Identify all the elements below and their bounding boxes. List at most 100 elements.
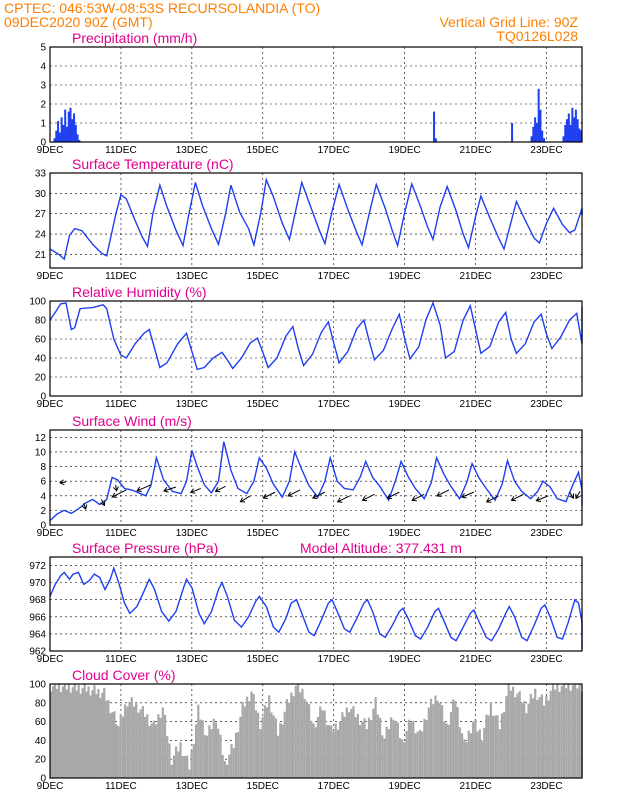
cloud-cover-bar bbox=[434, 695, 437, 778]
cloud-cover-bar bbox=[221, 754, 224, 778]
surface-wind-xtick-label: 9DEC bbox=[37, 528, 64, 539]
cloud-cover-bar bbox=[540, 694, 543, 778]
cloud-cover-bar bbox=[536, 699, 539, 778]
wind-vector bbox=[361, 493, 375, 502]
cloud-cover-bar bbox=[480, 741, 484, 778]
precipitation-bar bbox=[57, 121, 60, 142]
cloud-cover-ytick-label: 40 bbox=[35, 736, 47, 747]
surface-wind-xtick-label: 19DEC bbox=[389, 528, 421, 539]
surface-temperature-series-line bbox=[49, 177, 583, 261]
cloud-cover-bar bbox=[412, 720, 415, 778]
cloud-cover-bar bbox=[511, 686, 515, 778]
precipitation-bar bbox=[434, 138, 437, 142]
surface-wind-ytick-label: 0 bbox=[40, 521, 46, 532]
cloud-cover-bar bbox=[130, 697, 133, 778]
cloud-cover-bar bbox=[556, 684, 559, 778]
panel-surface-wind: Surface Wind (m/s) 9DEC 11DEC 13DEC 15DEC 17D… bbox=[35, 413, 583, 539]
precipitation-xtick-label: 23DEC bbox=[530, 145, 562, 156]
relative-humidity-ytick-label: 60 bbox=[35, 335, 47, 346]
surface-temperature-ytick-label: 33 bbox=[35, 169, 47, 180]
cloud-cover-bar bbox=[443, 721, 446, 778]
cloud-cover-bar bbox=[252, 693, 255, 778]
cloud-cover-bar bbox=[534, 688, 537, 778]
cloud-cover-bar bbox=[303, 699, 306, 778]
surface-temperature-xtick-label: 13DEC bbox=[176, 271, 208, 282]
relative-humidity-frame bbox=[49, 300, 583, 397]
header-line-1: CPTEC: 046:53W-08:53S RECURSOLANDIA (TO) bbox=[4, 0, 320, 16]
cloud-cover-bar bbox=[485, 714, 488, 778]
cloud-cover-bar bbox=[312, 723, 315, 778]
cloud-cover-bar bbox=[121, 716, 125, 778]
cloud-cover-bar bbox=[483, 727, 486, 778]
surface-pressure-ytick-label: 972 bbox=[29, 561, 46, 572]
relative-humidity-xtick-label: 11DEC bbox=[105, 399, 137, 410]
cloud-cover-bar bbox=[545, 695, 548, 778]
surface-temperature-frame bbox=[49, 172, 583, 269]
cloud-cover-bar bbox=[126, 706, 129, 778]
cloud-cover-bar bbox=[192, 744, 195, 778]
surface-temperature-xtick-label: 21DEC bbox=[459, 271, 491, 282]
cloud-cover-bar bbox=[148, 725, 151, 778]
wind-vector bbox=[312, 491, 326, 500]
cloud-cover-bar bbox=[69, 692, 72, 778]
cloud-cover-bar bbox=[274, 718, 277, 778]
cloud-cover-bar bbox=[365, 729, 368, 778]
surface-temperature-ytick-label: 24 bbox=[35, 230, 47, 241]
panel-cloud-cover: Cloud Cover (%) 9DEC 11DEC 13DEC 15DEC 17DEC 1… bbox=[29, 667, 583, 792]
cloud-cover-bar bbox=[111, 712, 114, 778]
wind-vector bbox=[163, 486, 177, 493]
cloud-cover-bar bbox=[343, 716, 346, 778]
cloud-cover-xtick-label: 19DEC bbox=[389, 781, 421, 792]
wind-vector bbox=[510, 493, 524, 502]
cloud-cover-bar bbox=[75, 690, 78, 778]
wind-vector bbox=[59, 479, 67, 486]
cloud-cover-bar bbox=[95, 694, 98, 778]
surface-pressure-xtick-label: 21DEC bbox=[459, 654, 491, 665]
cloud-cover-bar bbox=[458, 727, 461, 778]
cloud-cover-bar bbox=[505, 695, 508, 778]
cloud-cover-bar bbox=[472, 721, 475, 778]
cloud-cover-bar bbox=[230, 744, 233, 778]
cloud-cover-bar bbox=[55, 689, 59, 778]
precipitation-bar bbox=[541, 130, 544, 142]
cloud-cover-bar bbox=[234, 732, 238, 778]
cloud-cover-bar bbox=[523, 701, 526, 778]
cloud-cover-bar bbox=[339, 721, 342, 778]
precipitation-bar bbox=[535, 123, 538, 142]
cloud-cover-bar bbox=[241, 701, 244, 778]
cloud-cover-bar bbox=[423, 718, 426, 778]
cloud-cover-bar bbox=[161, 707, 164, 778]
precipitation-ytick-label: 0 bbox=[40, 138, 46, 149]
relative-humidity-xtick-label: 13DEC bbox=[176, 399, 208, 410]
cloud-cover-bar bbox=[217, 728, 220, 778]
surface-temperature-xtick-label: 9DEC bbox=[37, 271, 64, 282]
relative-humidity-series-line bbox=[49, 300, 583, 371]
cloud-cover-bar bbox=[456, 707, 459, 778]
cloud-cover-bar bbox=[197, 704, 200, 778]
cloud-cover-bar bbox=[245, 696, 249, 778]
cloud-cover-bar bbox=[119, 714, 122, 778]
cloud-cover-bar bbox=[421, 731, 424, 778]
precipitation-bar bbox=[573, 117, 576, 142]
surface-pressure-ytick-label: 968 bbox=[29, 595, 46, 606]
cloud-cover-bar bbox=[263, 705, 266, 778]
cloud-cover-bar bbox=[436, 700, 439, 778]
cloud-cover-bar bbox=[261, 717, 264, 778]
cloud-cover-bar bbox=[212, 718, 215, 778]
cloud-cover-bar bbox=[416, 731, 419, 778]
cloud-cover-bar bbox=[270, 712, 273, 778]
cloud-cover-bar bbox=[139, 709, 142, 778]
surface-pressure-xtick-label: 23DEC bbox=[530, 654, 562, 665]
cloud-cover-bar bbox=[489, 701, 492, 778]
surface-temperature-title: Surface Temperature (nC) bbox=[72, 156, 234, 172]
relative-humidity-xtick-label: 9DEC bbox=[37, 399, 64, 410]
cloud-cover-bar bbox=[356, 714, 359, 778]
wind-vector bbox=[239, 495, 251, 503]
relative-humidity-ytick-label: 0 bbox=[40, 392, 46, 403]
cloud-cover-bar bbox=[330, 725, 333, 778]
cloud-cover-frame bbox=[49, 683, 583, 779]
cloud-cover-bar bbox=[516, 693, 519, 778]
cloud-cover-bar bbox=[500, 713, 504, 778]
cloud-cover-bar bbox=[327, 725, 331, 778]
cloud-cover-bar bbox=[290, 692, 293, 778]
